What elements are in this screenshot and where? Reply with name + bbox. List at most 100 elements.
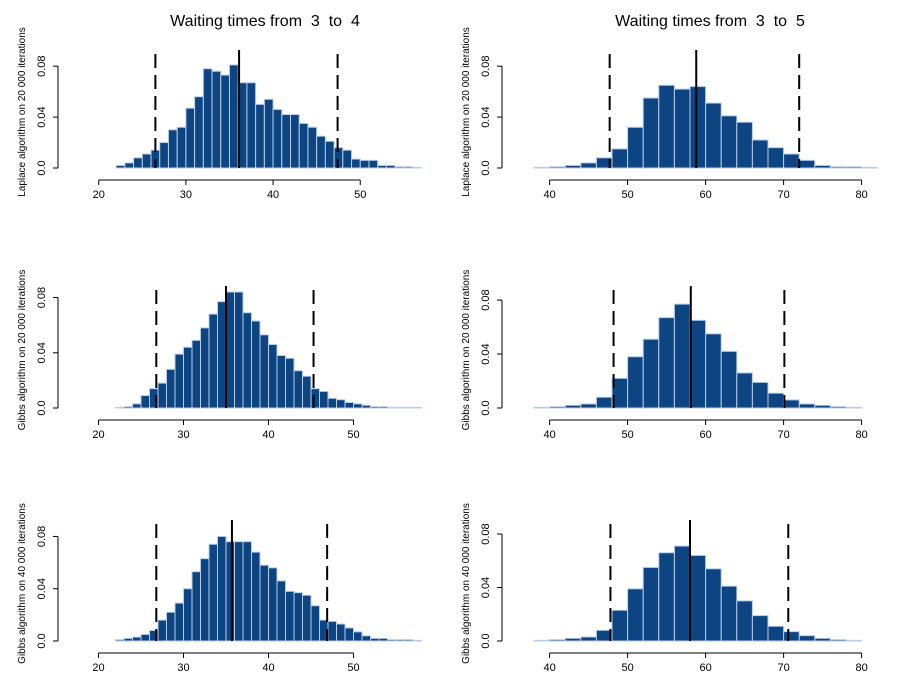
histogram-bar: [174, 353, 184, 409]
histogram-bar: [627, 588, 644, 642]
panel-row2-col1: 20 30 40 50 0.0 0.04 0.08 Gibbs algorithm on 20…: [17, 270, 422, 441]
x-tick-label: 60: [699, 189, 711, 201]
histogram-bar: [234, 541, 244, 642]
histogram-bar: [829, 166, 847, 169]
y-tick-label: 0.04: [36, 106, 48, 127]
histogram-bar: [705, 333, 722, 409]
histogram-bar: [293, 370, 303, 409]
y-axis-label: Laplace algorithm on 20 000 iterations: [17, 27, 28, 197]
histogram-bar: [351, 158, 361, 169]
histogram-bar: [200, 558, 210, 642]
histogram-bar: [798, 635, 816, 642]
histogram-bar: [123, 406, 133, 409]
histogram-bar: [564, 164, 582, 169]
histogram-bar: [377, 164, 387, 169]
y-tick-label: 0.04: [36, 342, 48, 363]
histogram-bar: [642, 566, 660, 642]
histogram-bar: [829, 639, 847, 642]
y-tick-label: 0.0: [480, 160, 492, 175]
histogram-bar: [627, 126, 644, 169]
histogram-bar: [246, 82, 257, 169]
histogram-bar: [378, 637, 388, 642]
histogram-bar: [689, 554, 707, 642]
histogram-bar: [272, 108, 283, 169]
histogram-bar: [157, 619, 167, 642]
histogram-bar: [327, 397, 337, 409]
histogram-bar: [395, 639, 405, 642]
histogram-bar: [123, 637, 133, 642]
x-tick-label: 40: [262, 429, 274, 441]
histogram-bar: [642, 97, 660, 169]
histogram-bar: [191, 339, 201, 409]
histogram-bar: [611, 609, 629, 642]
histogram-bar: [259, 334, 269, 409]
x-tick-label: 80: [855, 189, 867, 201]
histogram-bar: [720, 115, 738, 169]
histogram-bar: [225, 541, 235, 642]
histogram-bar: [368, 159, 379, 169]
histogram-bar: [302, 594, 312, 642]
histogram-bar: [705, 102, 722, 169]
x-tick-label: 30: [177, 662, 189, 674]
histogram-bar: [767, 392, 785, 409]
histogram-bar: [814, 637, 831, 642]
histogram-bar: [183, 346, 193, 409]
histogram-bar: [658, 84, 675, 169]
y-tick-label: 0.04: [36, 578, 48, 599]
histogram-bar: [255, 103, 265, 169]
x-tick-label: 70: [777, 189, 789, 201]
histogram-bar: [174, 602, 184, 642]
histogram-bar: [404, 406, 414, 409]
histogram-bar: [387, 406, 397, 409]
histogram-bar: [251, 551, 261, 642]
histogram-bar: [251, 320, 261, 409]
histogram-bar: [202, 68, 213, 169]
histogram-bar: [387, 639, 397, 642]
histogram-bar: [115, 406, 125, 409]
histogram-bar: [140, 633, 150, 642]
histogram-bar: [159, 142, 169, 169]
histogram-bar: [194, 96, 204, 169]
histogram-bar: [115, 164, 126, 169]
y-tick-label: 0.08: [36, 55, 48, 76]
histogram-bar: [403, 166, 414, 169]
x-tick-label: 50: [621, 429, 633, 441]
histogram-bar: [281, 114, 292, 169]
histogram-bar: [549, 406, 566, 409]
histogram-bar: [814, 164, 831, 169]
histogram-bar: [673, 303, 691, 409]
histogram-bar: [140, 395, 150, 409]
histogram-bar: [705, 568, 722, 642]
x-tick-label: 20: [92, 429, 104, 441]
histogram-bar: [268, 343, 278, 409]
histogram-bar: [208, 543, 218, 642]
histogram-bar: [861, 166, 878, 169]
histogram-bar: [298, 122, 309, 169]
x-tick-label: 50: [347, 429, 359, 441]
histogram-bar: [276, 580, 286, 642]
histogram-bar: [342, 149, 353, 169]
histogram-bar: [412, 166, 422, 169]
histogram-bar: [115, 639, 125, 642]
histogram-bar: [132, 403, 142, 409]
histogram-bar: [549, 639, 566, 642]
x-tick-label: 20: [93, 189, 105, 201]
x-tick-label: 80: [855, 429, 867, 441]
histogram-bar: [564, 404, 582, 409]
histogram-bar: [395, 406, 405, 409]
y-tick-label: 0.0: [480, 400, 492, 415]
x-tick-label: 50: [621, 189, 633, 201]
histogram-bar: [263, 98, 274, 169]
y-tick-label: 0.04: [480, 577, 492, 598]
histogram-bar: [336, 623, 346, 642]
y-tick-label: 0.08: [480, 55, 492, 76]
histogram-bar: [285, 357, 295, 409]
histogram-bar: [404, 639, 414, 642]
histogram-bar: [166, 611, 176, 642]
histogram-bar: [344, 401, 354, 409]
histogram-bar: [141, 153, 152, 169]
histogram-bar: [783, 631, 800, 642]
histogram-bar: [533, 406, 551, 409]
histogram-bar: [814, 404, 831, 409]
